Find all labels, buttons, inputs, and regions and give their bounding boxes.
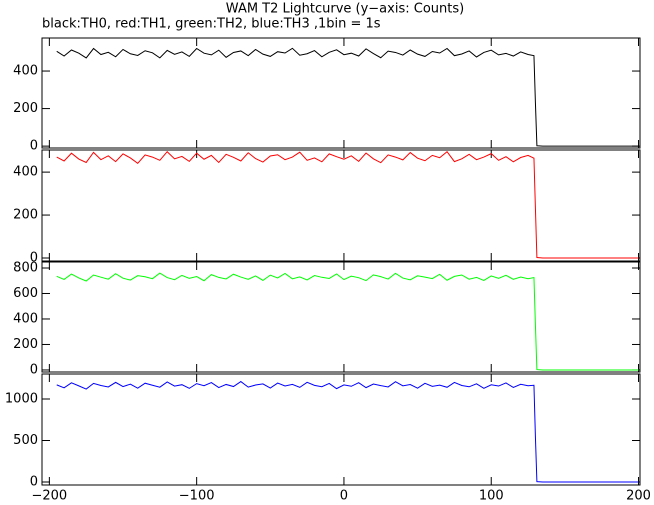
x-tick-label: 200 [626, 489, 651, 504]
panel-frame [41, 373, 641, 486]
y-tick-label: 0 [30, 139, 38, 154]
chart-subtitle: black:TH0, red:TH1, green:TH2, blue:TH3 … [42, 17, 381, 32]
series-line [56, 380, 639, 483]
x-tick-label: 0 [340, 489, 348, 504]
y-tick-label: 200 [13, 208, 38, 223]
y-tick-label: 0 [30, 475, 38, 490]
series-line [56, 47, 639, 147]
y-tick-label: 200 [13, 101, 38, 116]
x-tick-label: 100 [479, 489, 504, 504]
y-tick-label: 600 [13, 286, 38, 301]
y-tick-label: 0 [30, 362, 38, 377]
x-tick-label: −100 [179, 489, 215, 504]
y-tick-label: 1000 [5, 391, 38, 406]
series-line [56, 150, 639, 259]
chart-title: WAM T2 Lightcurve (y−axis: Counts) [226, 2, 464, 17]
y-tick-label: 800 [13, 260, 38, 275]
panel-frame [41, 149, 641, 262]
y-tick-label: 400 [13, 64, 38, 79]
y-tick-label: 400 [13, 165, 38, 180]
y-tick-label: 0 [30, 250, 38, 265]
panel-frame [41, 37, 641, 149]
panel-frame [41, 261, 641, 373]
x-tick-label: −200 [32, 489, 68, 504]
y-tick-label: 200 [13, 337, 38, 352]
y-tick-label: 400 [13, 311, 38, 326]
y-tick-label: 500 [13, 433, 38, 448]
series-line [56, 272, 639, 371]
